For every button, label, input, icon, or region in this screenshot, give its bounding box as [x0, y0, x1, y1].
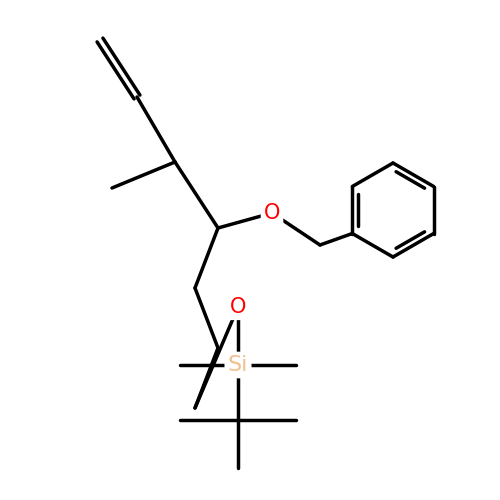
Text: O: O [264, 203, 280, 223]
Text: O: O [230, 297, 246, 317]
Text: Si: Si [228, 355, 248, 375]
